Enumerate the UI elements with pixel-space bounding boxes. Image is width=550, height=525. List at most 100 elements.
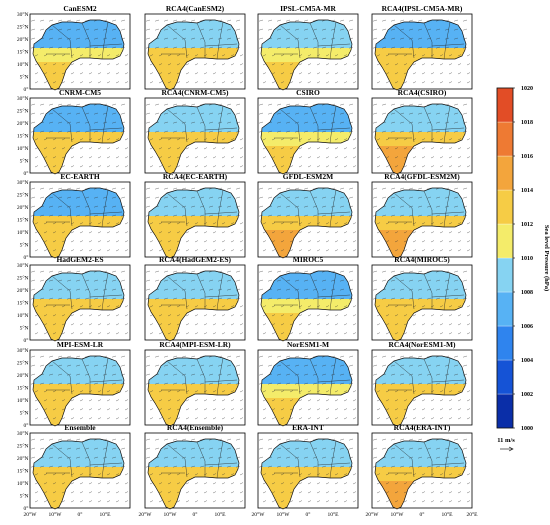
wind-arrow	[167, 305, 172, 308]
wind-arrow	[235, 103, 241, 106]
wind-arrow	[163, 187, 169, 190]
wind-arrow	[408, 46, 414, 49]
wind-arrow	[172, 364, 178, 367]
wind-arrow	[176, 390, 181, 393]
lat-tick-label: 0°	[24, 86, 29, 93]
wind-arrow	[385, 314, 390, 317]
wind-arrow	[417, 121, 423, 124]
colorbar-segment	[496, 121, 514, 157]
wind-arrow	[167, 417, 172, 420]
wind-arrow	[466, 417, 471, 420]
wind-arrow	[330, 456, 336, 459]
wind-arrow	[403, 156, 408, 159]
wind-arrow	[172, 37, 178, 40]
country-borders	[161, 272, 238, 311]
wind-arrow	[230, 222, 235, 225]
wind-arrow	[93, 364, 99, 367]
wind-arrow	[79, 323, 84, 326]
wind-arrow	[271, 390, 276, 393]
wind-arrow	[97, 399, 102, 402]
wind-arrow	[403, 314, 408, 317]
wind-arrow	[408, 214, 414, 217]
wind-arrow	[466, 305, 471, 308]
wind-arrow	[115, 399, 120, 402]
wind-arrow	[149, 482, 154, 485]
wind-arrow	[194, 72, 199, 75]
wind-arrow	[325, 138, 330, 141]
wind-arrow	[453, 205, 459, 208]
wind-arrow	[453, 130, 459, 133]
lat-tick-label: 10°N	[17, 480, 29, 487]
wind-arrow	[75, 438, 81, 441]
wind-arrow	[149, 314, 154, 317]
wind-arrow	[343, 482, 348, 485]
wind-arrow	[52, 491, 57, 494]
wind-arrow	[124, 408, 129, 411]
wind-arrow	[39, 130, 45, 133]
lon-tick-label: 20°W	[366, 511, 380, 518]
high-pressure-band	[148, 216, 239, 230]
wind-arrow	[212, 491, 217, 494]
wind-arrow	[448, 417, 453, 420]
wind-arrow	[298, 72, 303, 75]
wind-arrow	[235, 205, 241, 208]
wind-arrow	[258, 364, 264, 367]
lat-tick-label: 20°N	[17, 204, 29, 211]
wind-arrow	[325, 491, 330, 494]
wind-arrow	[408, 28, 414, 31]
wind-arrow	[339, 297, 345, 300]
wind-arrow	[124, 165, 129, 168]
wind-arrow	[421, 72, 426, 75]
panel-title: RCA4(MPI-ESM-LR)	[159, 340, 231, 349]
wind-arrow	[158, 482, 163, 485]
wind-arrow	[381, 456, 387, 459]
wind-arrow	[185, 231, 190, 234]
wind-arrow	[70, 249, 75, 252]
wind-arrow	[430, 408, 435, 411]
wind-arrow	[330, 438, 336, 441]
wind-arrow	[421, 63, 426, 66]
wind-arrow	[226, 196, 232, 199]
region-outline	[32, 187, 125, 259]
wind-arrow	[181, 19, 187, 22]
region-outline	[260, 187, 353, 259]
wind-arrow	[462, 187, 468, 190]
wind-arrow	[444, 46, 450, 49]
wind-arrow	[172, 288, 178, 291]
wind-arrow	[181, 121, 187, 124]
wind-arrow	[70, 473, 75, 476]
wind-arrow	[203, 314, 208, 317]
wind-arrow	[312, 121, 318, 124]
region-outline	[32, 103, 125, 175]
wind-arrow	[217, 214, 223, 217]
lon-tick-label: 10°E	[327, 511, 339, 518]
wind-arrow	[435, 205, 441, 208]
wind-arrow	[181, 130, 187, 133]
wind-arrow	[79, 417, 84, 420]
wind-arrow	[408, 456, 414, 459]
wind-arrow	[120, 130, 126, 133]
wind-arrow	[70, 314, 75, 317]
wind-arrow	[172, 187, 178, 190]
wind-arrow	[348, 279, 354, 282]
wind-arrow	[339, 196, 345, 199]
wind-arrow	[399, 28, 405, 31]
high-pressure-band	[33, 216, 124, 230]
wind-arrow	[271, 147, 276, 150]
wind-arrow	[181, 270, 187, 273]
wind-arrow	[203, 491, 208, 494]
wind-arrow	[298, 323, 303, 326]
wind-arrow	[167, 323, 172, 326]
wind-arrow	[408, 364, 414, 367]
wind-arrow	[226, 288, 232, 291]
wind-arrow	[343, 332, 348, 335]
high-pressure-band	[148, 132, 239, 146]
wind-arrow	[235, 37, 241, 40]
wind-arrow	[303, 355, 309, 358]
wind-arrow	[466, 482, 471, 485]
wind-arrow	[294, 288, 300, 291]
wind-arrow	[457, 482, 462, 485]
